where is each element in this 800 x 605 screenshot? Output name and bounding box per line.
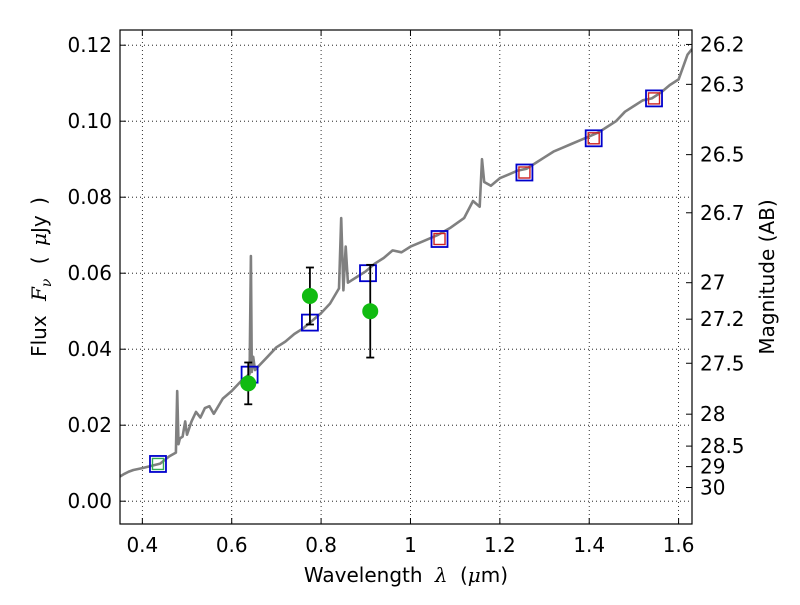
y-axis-ticks: 0.00 0.02 0.04 0.06 0.08 0.10 0.12 xyxy=(67,33,126,513)
magnitude-tick-label: 26.5 xyxy=(700,143,745,167)
y-axis-title: Flux Fν ( μJy ) xyxy=(27,197,56,357)
plot-frame xyxy=(119,29,693,525)
magnitude-tick-label: 27.2 xyxy=(700,307,745,331)
inner-band-square xyxy=(647,92,661,105)
x-tick-label: 1.4 xyxy=(573,533,605,557)
y-tick-label: 0.12 xyxy=(67,33,112,57)
y-axis-title-f: F xyxy=(27,286,51,302)
y-tick-label: 0.10 xyxy=(67,109,112,133)
photometry-point xyxy=(362,303,379,320)
y-tick-label: 0.06 xyxy=(67,261,112,285)
model-band-square xyxy=(515,163,534,182)
magnitude-tick-label: 26.2 xyxy=(700,32,745,56)
magnitude-tick-label: 28.5 xyxy=(700,434,745,458)
x-tick-label: 1 xyxy=(404,533,417,557)
y-tick-label: 0.00 xyxy=(67,489,112,513)
magnitude-tick-label: 27 xyxy=(700,271,725,295)
x-tick-label: 0.4 xyxy=(126,533,158,557)
inner-band-square xyxy=(587,132,600,145)
magnitude-axis-title: Magnitude (AB) xyxy=(755,199,779,354)
magnitude-tick-label: 26.7 xyxy=(700,201,745,225)
plot-area xyxy=(120,48,692,478)
y-axis-title-mu: μ xyxy=(27,233,51,246)
model-band-square xyxy=(645,89,663,108)
y-tick-label: 0.02 xyxy=(67,413,112,437)
magnitude-tick-label: 27.5 xyxy=(700,351,745,375)
x-axis-title: Wavelength λ (μm) xyxy=(304,563,508,587)
x-tick-label: 1.2 xyxy=(484,533,516,557)
model-band-square xyxy=(149,455,167,473)
x-tick-label: 0.6 xyxy=(216,533,248,557)
grid xyxy=(120,30,692,524)
magnitude-tick-label: 30 xyxy=(700,476,725,500)
y-axis-title-unit: Jy xyxy=(27,215,51,235)
x-axis-title-lambda: λ xyxy=(434,563,448,587)
x-tick-label: 1.6 xyxy=(663,533,695,557)
y-axis-title-paren-open: ( xyxy=(27,256,51,264)
inner-band-square xyxy=(151,457,165,471)
y-axis-title-paren-close: ) xyxy=(27,197,51,205)
y-axis-title-word: Flux xyxy=(27,315,51,357)
x-tick-label: 0.8 xyxy=(305,533,337,557)
magnitude-tick-label: 26.3 xyxy=(700,72,745,96)
model-band-square xyxy=(584,129,603,148)
magnitude-tick-label: 28 xyxy=(700,402,725,426)
spectrum-line xyxy=(120,48,692,478)
x-axis-ticks: 0.4 0.6 0.8 1 1.2 1.4 1.6 xyxy=(126,30,695,557)
x-axis-title-paren: ( xyxy=(460,563,468,587)
inner-band-square xyxy=(518,166,531,179)
x-axis-title-word: Wavelength xyxy=(304,563,423,587)
model-band-square xyxy=(430,230,449,248)
inner-band-square xyxy=(433,232,446,246)
y-tick-label: 0.04 xyxy=(67,337,112,361)
photometry-point xyxy=(301,288,318,304)
magnitude-tick-label: 29 xyxy=(700,455,725,479)
y-tick-label: 0.08 xyxy=(67,185,112,209)
x-axis-title-mu: μ xyxy=(468,563,481,587)
photometry-point xyxy=(240,375,257,392)
x-axis-title-unit: m) xyxy=(481,563,508,587)
y-axis-title-nu: ν xyxy=(39,278,55,287)
